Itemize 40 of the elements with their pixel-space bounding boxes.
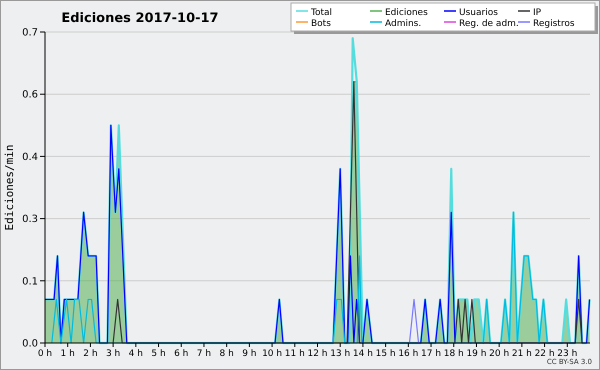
x-tick-label: 14 h: [352, 349, 373, 359]
y-tick-label: 0.1: [22, 276, 38, 288]
x-tick-label: 6 h: [174, 349, 188, 359]
x-tick-label: 0 h: [38, 349, 52, 359]
y-tick-label: 0.7: [22, 28, 38, 38]
x-tick-label: 18 h: [444, 349, 464, 359]
x-tick-label: 22 h: [534, 349, 555, 359]
x-tick-label: 12 h: [307, 349, 328, 359]
legend-label: Admins.: [385, 19, 422, 29]
chart-title: Ediciones 2017-10-17: [61, 11, 219, 26]
x-tick-label: 19 h: [466, 349, 486, 359]
x-tick-label: 8 h: [220, 349, 234, 359]
y-tick-label: 0.0: [22, 338, 38, 350]
x-tick-label: 20 h: [489, 349, 510, 359]
x-tick-label: 4 h: [128, 349, 143, 359]
y-axis-title: Ediciones/min: [3, 144, 16, 231]
x-tick-label: 10 h: [262, 349, 282, 359]
legend-label: IP: [533, 8, 542, 18]
y-tick-label: 0.4: [22, 152, 38, 163]
x-tick-label: 13 h: [330, 349, 350, 359]
x-tick-label: 7 h: [196, 349, 212, 359]
x-tick-label: 5 h: [151, 349, 166, 359]
x-tick-label: 11 h: [284, 349, 305, 359]
x-tick-label: 3 h: [106, 349, 120, 359]
legend-label: Reg. de adm.: [459, 19, 519, 29]
x-tick-label: 21 h: [512, 349, 532, 359]
x-tick-label: 16 h: [398, 349, 418, 359]
x-tick-label: 2 h: [83, 349, 98, 359]
x-tick-label: 1 h: [60, 349, 75, 359]
y-tick-label: 0.6: [22, 90, 38, 101]
x-tick-label: 17 h: [421, 349, 442, 359]
legend-label: Total: [310, 8, 332, 18]
x-tick-label: 23 h: [557, 349, 578, 359]
x-tick-label: 9 h: [242, 349, 257, 359]
y-tick-label: 0.3: [22, 214, 38, 226]
x-tick-label: 15 h: [376, 349, 396, 359]
legend-label: Bots: [311, 19, 332, 29]
legend-label: Usuarios: [459, 8, 498, 18]
legend-label: Registros: [533, 19, 575, 29]
legend-label: Ediciones: [385, 8, 428, 18]
